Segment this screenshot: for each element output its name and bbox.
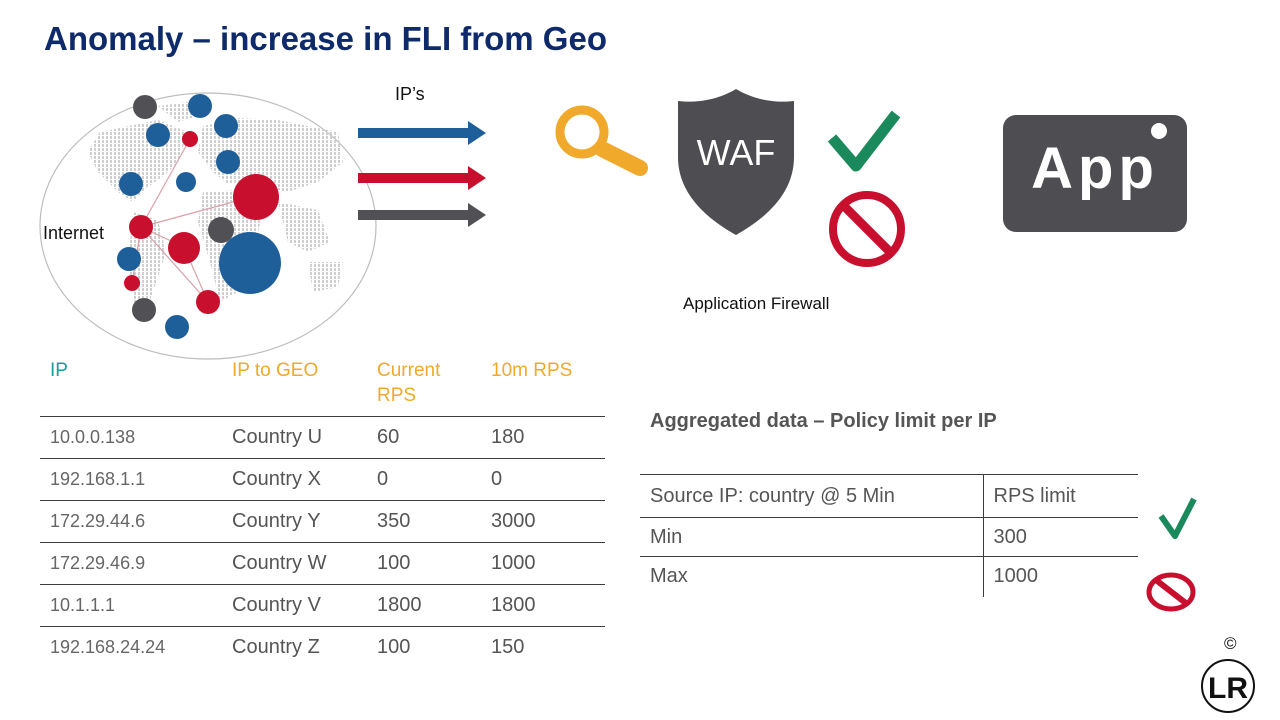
arrow-blue-icon bbox=[358, 121, 486, 145]
copyright-symbol: © bbox=[1224, 634, 1237, 653]
cell-ip: 192.168.24.24 bbox=[40, 626, 222, 669]
cell-current: 350 bbox=[367, 500, 481, 543]
arrow-dark-icon bbox=[358, 203, 486, 227]
policy-row-label: Min bbox=[640, 517, 984, 557]
cell-10m: 150 bbox=[481, 626, 605, 669]
firewall-label: Application Firewall bbox=[683, 294, 830, 313]
cell-ip: 172.29.46.9 bbox=[40, 542, 222, 585]
table-row: 172.29.46.9 Country W 100 1000 bbox=[40, 542, 605, 585]
policy-header-limit: RPS limit bbox=[983, 474, 1138, 518]
cell-geo: Country Z bbox=[222, 626, 367, 669]
cell-ip: 10.0.0.138 bbox=[40, 416, 222, 459]
internet-label: Internet bbox=[43, 223, 105, 243]
magnifier-icon bbox=[555, 105, 648, 176]
cell-10m: 3000 bbox=[481, 500, 605, 543]
lr-logo-icon: LR bbox=[1201, 659, 1255, 713]
header-10m-rps: 10m RPS bbox=[491, 360, 573, 381]
prohibited-small-icon bbox=[1146, 572, 1196, 612]
cell-ip: 10.1.1.1 bbox=[40, 584, 222, 627]
policy-header-row: Source IP: country @ 5 Min RPS limit bbox=[640, 474, 1138, 518]
lr-logo-text: LR bbox=[1208, 672, 1248, 705]
policy-header-source: Source IP: country @ 5 Min bbox=[640, 474, 984, 518]
globe-icon bbox=[39, 92, 377, 360]
cell-current: 100 bbox=[367, 542, 481, 585]
policy-table: Source IP: country @ 5 Min RPS limit Min… bbox=[640, 474, 1138, 597]
cell-ip: 172.29.44.6 bbox=[40, 500, 222, 543]
slide-title: Anomaly – increase in FLI from Geo bbox=[44, 20, 607, 57]
traffic-arrows bbox=[358, 121, 486, 227]
ip-table: IP IP to GEO Current RPS 10m RPS 10.0.0.… bbox=[40, 358, 605, 669]
cell-current: 100 bbox=[367, 626, 481, 669]
cell-geo: Country Y bbox=[222, 500, 367, 543]
ip-table-header: IP IP to GEO Current RPS 10m RPS bbox=[40, 358, 605, 417]
app-icon: App bbox=[1003, 115, 1187, 232]
cell-geo: Country X bbox=[222, 458, 367, 501]
cell-geo: Country U bbox=[222, 416, 367, 459]
ips-label: IP’s bbox=[395, 84, 425, 104]
cell-geo: Country V bbox=[222, 584, 367, 627]
table-row: 10.0.0.138 Country U 60 180 bbox=[40, 416, 605, 459]
policy-row: Min 300 bbox=[640, 517, 1138, 557]
header-current-rps: Current RPS bbox=[377, 360, 441, 406]
policy-row: Max 1000 bbox=[640, 556, 1138, 597]
waf-text: WAF bbox=[697, 132, 776, 173]
prohibited-icon bbox=[829, 191, 905, 267]
shield-icon: WAF bbox=[678, 89, 794, 235]
checkmark-small-icon bbox=[1158, 497, 1197, 539]
cell-current: 60 bbox=[367, 416, 481, 459]
header-geo: IP to GEO bbox=[232, 360, 319, 381]
cell-10m: 1800 bbox=[481, 584, 605, 627]
cell-10m: 0 bbox=[481, 458, 605, 501]
header-ip: IP bbox=[50, 360, 68, 381]
cell-10m: 180 bbox=[481, 416, 605, 459]
table-row: 172.29.44.6 Country Y 350 3000 bbox=[40, 500, 605, 543]
table-row: 10.1.1.1 Country V 1800 1800 bbox=[40, 584, 605, 627]
table-row: 192.168.1.1 Country X 0 0 bbox=[40, 458, 605, 501]
checkmark-icon bbox=[828, 110, 901, 172]
policy-row-value: 1000 bbox=[993, 565, 1039, 588]
app-text: App bbox=[1031, 136, 1159, 201]
arrow-red-icon bbox=[358, 166, 486, 190]
policy-row-label: Max bbox=[640, 556, 984, 597]
cell-geo: Country W bbox=[222, 542, 367, 585]
app-dot bbox=[1151, 123, 1167, 139]
cell-current: 1800 bbox=[367, 584, 481, 627]
policy-row-value: 300 bbox=[983, 517, 1138, 557]
cell-10m: 1000 bbox=[481, 542, 605, 585]
cell-current: 0 bbox=[367, 458, 481, 501]
policy-title: Aggregated data – Policy limit per IP bbox=[650, 410, 997, 432]
cell-ip: 192.168.1.1 bbox=[40, 458, 222, 501]
table-row: 192.168.24.24 Country Z 100 150 bbox=[40, 626, 605, 669]
